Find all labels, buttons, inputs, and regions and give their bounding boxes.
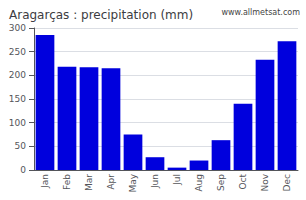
svg-text:Mar: Mar	[84, 174, 94, 191]
svg-text:Feb: Feb	[62, 174, 72, 190]
svg-text:May: May	[128, 173, 138, 192]
svg-text:Oct: Oct	[238, 174, 248, 190]
svg-text:50: 50	[15, 141, 27, 151]
svg-text:Nov: Nov	[260, 173, 270, 191]
svg-text:Apr: Apr	[106, 174, 116, 190]
svg-text:Jul: Jul	[172, 174, 182, 186]
svg-text:Jun: Jun	[150, 174, 160, 189]
svg-text:200: 200	[9, 70, 26, 80]
svg-text:Aug: Aug	[194, 174, 204, 192]
svg-text:www.allmetsat.com: www.allmetsat.com	[222, 8, 301, 17]
svg-text:Sep: Sep	[216, 174, 226, 191]
svg-text:Dec: Dec	[282, 174, 292, 191]
svg-text:Jan: Jan	[40, 174, 50, 189]
svg-text:100: 100	[9, 118, 26, 128]
svg-text:Aragarças : precipitation (mm): Aragarças : precipitation (mm)	[9, 8, 193, 22]
svg-text:250: 250	[9, 47, 26, 57]
svg-text:150: 150	[9, 94, 26, 104]
svg-text:300: 300	[9, 23, 26, 33]
svg-text:0: 0	[20, 165, 26, 175]
